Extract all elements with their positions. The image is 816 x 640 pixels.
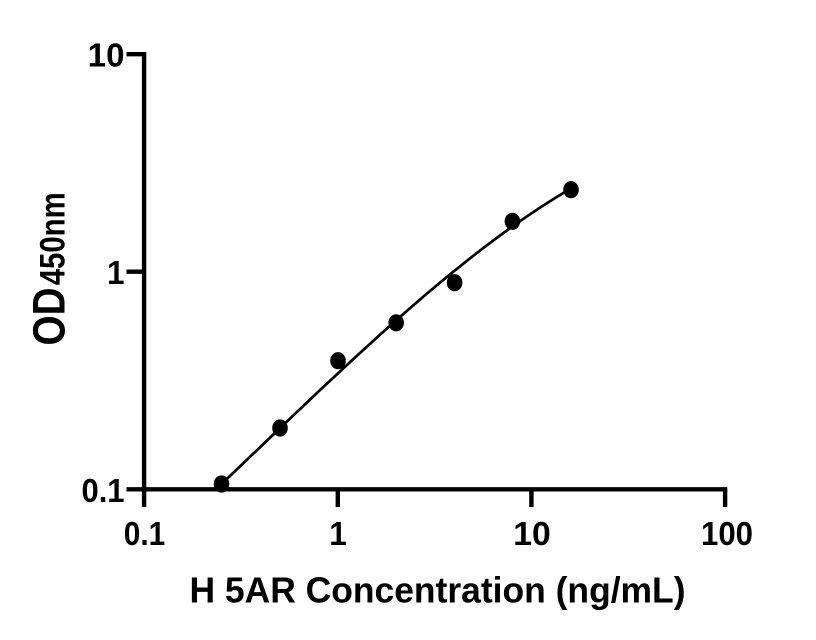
svg-text:450nm: 450nm bbox=[33, 192, 73, 285]
svg-text:10: 10 bbox=[88, 36, 125, 73]
svg-text:H 5AR Concentration (ng/mL): H 5AR Concentration (ng/mL) bbox=[190, 570, 686, 611]
svg-text:1: 1 bbox=[329, 515, 347, 552]
svg-text:0.1: 0.1 bbox=[124, 515, 166, 552]
svg-text:100: 100 bbox=[701, 515, 753, 552]
svg-text:10: 10 bbox=[513, 515, 551, 552]
svg-text:0.1: 0.1 bbox=[82, 472, 125, 509]
svg-text:1: 1 bbox=[107, 254, 125, 291]
svg-text:OD: OD bbox=[24, 288, 75, 346]
